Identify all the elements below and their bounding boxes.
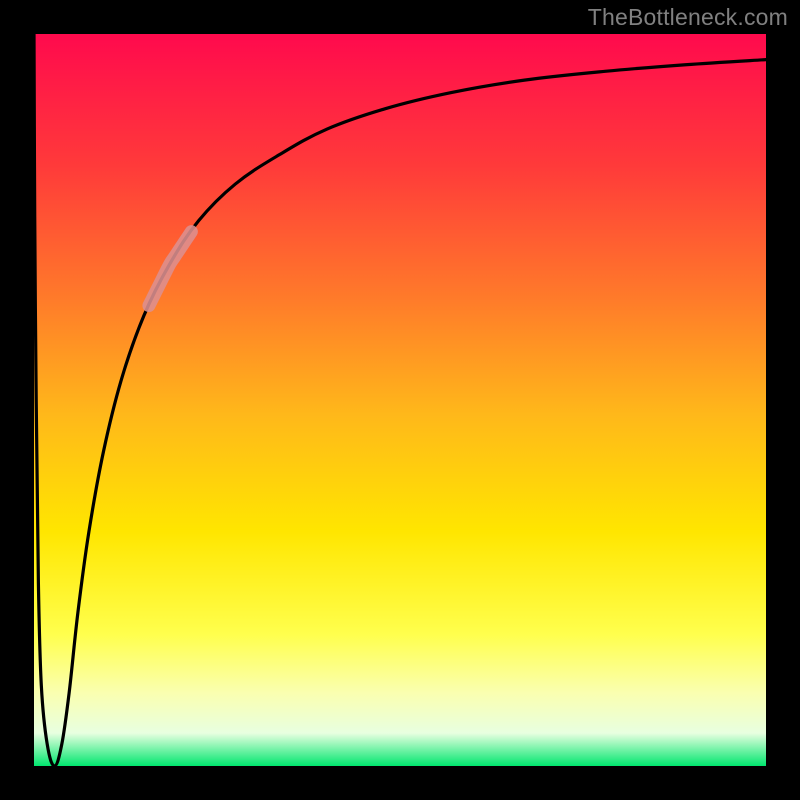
chart-container: TheBottleneck.com xyxy=(0,0,800,800)
chart-gradient-background xyxy=(34,34,766,766)
bottleneck-curve-chart xyxy=(0,0,800,800)
watermark-text: TheBottleneck.com xyxy=(588,4,788,31)
